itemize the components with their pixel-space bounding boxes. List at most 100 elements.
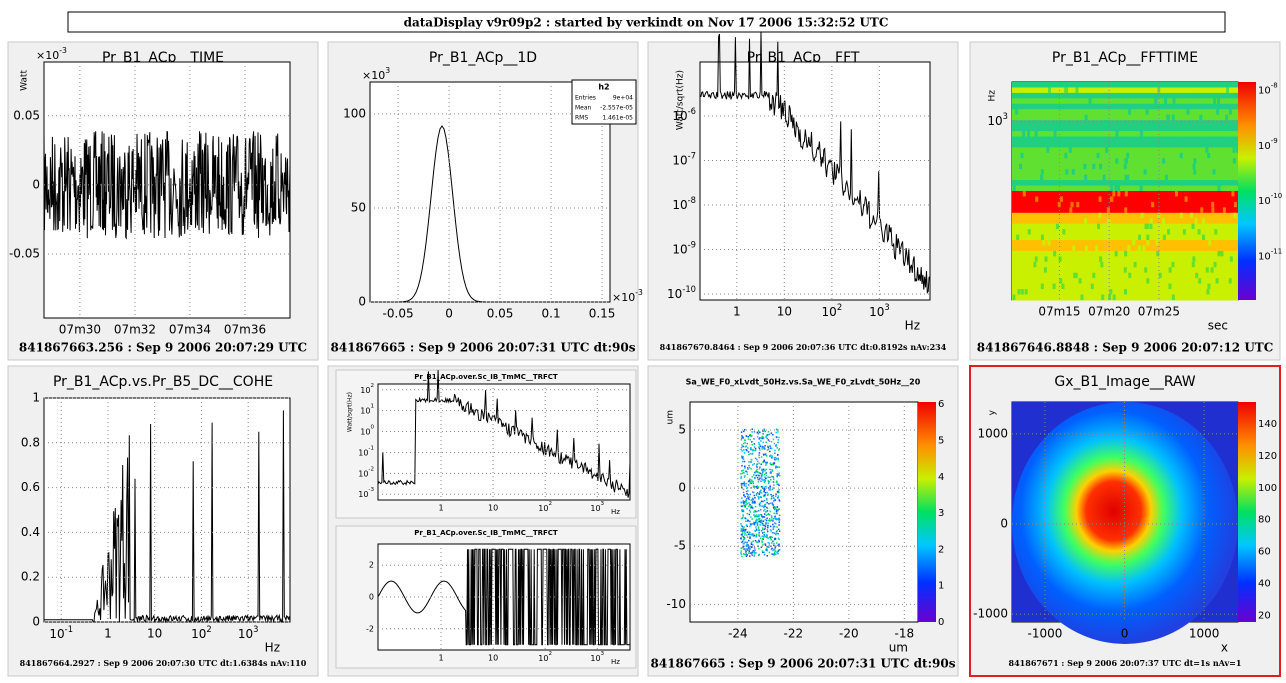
spectro-cell [1083,163,1087,170]
scatter-dot [752,523,754,525]
subplot-title: Pr_B1_ACp.over.Sc_IB_TmMC__TRFCT [414,373,558,381]
scatter-dot [750,507,752,509]
header-title: dataDisplay v9r09p2 : started by verkind… [404,16,889,30]
spectro-row [1012,103,1238,110]
scatter-dot [763,447,766,450]
y-tick-label: 0 [358,295,366,309]
x-tick-label-exp: -1 [65,624,73,634]
scatter-dot [763,459,765,462]
x-tick-label: -24 [728,627,748,641]
scatter-dot [756,487,759,489]
spectro-row [1012,82,1238,88]
scatter-dot [745,482,748,485]
y-tick-label-base: 10 [358,490,368,499]
x-tick-label: -1000 [1028,627,1063,641]
scatter-dot [772,504,774,506]
scatter-dot [770,432,773,434]
scatter-dot [763,446,766,449]
scatter-dot [775,493,777,495]
scatter-dot [752,498,754,501]
colorbar-tick-label: 1 [938,581,944,592]
spectro-cell [1043,267,1047,273]
x-tick-label-base: 10 [238,627,253,641]
scatter-dot [758,441,760,444]
scatter-dot [762,516,764,518]
scatter-dot [757,527,760,529]
y-tick-label: 10-8 [672,195,696,212]
scatter-dot [772,540,774,543]
scatter-dot [778,543,780,546]
scatter-dot [750,505,752,508]
scatter-dot [746,531,749,533]
stats-key: Mean [575,105,592,112]
scatter-dot [754,449,757,452]
spectro-cell [1211,201,1215,208]
spectro-cell [1124,174,1128,181]
scatter-dot [741,540,744,543]
scatter-dot [747,484,750,486]
scatter-dot [767,476,770,479]
scatter-dot [740,528,743,530]
scatter-dot [776,551,778,554]
scatter-dot [763,533,766,536]
x-tick-label: 07m25 [1138,305,1180,319]
x-tick-label: 07m32 [114,323,156,337]
spectro-cell [1140,212,1144,219]
scatter-dot [747,548,749,550]
scatter-dot [761,470,764,472]
x-axis-label: sec [1208,319,1228,333]
spectro-cell [1098,196,1102,202]
spectro-cell [1197,229,1201,235]
scatter-dot [741,456,744,459]
scatter-dot [743,504,745,506]
scatter-dot [741,517,744,520]
scatter-dot [761,540,763,542]
spectro-cell [1020,152,1024,159]
scatter-dot [741,435,743,437]
scatter-dot [758,456,761,459]
scatter-dot [758,533,760,535]
scatter-dot [740,485,743,487]
scatter-dot [745,445,747,447]
spectro-cell [1126,174,1130,181]
scatter-dot [778,484,780,487]
scatter-dot [766,491,768,494]
y-axis-label: Watt/sqrt(Hz) [676,70,686,130]
scatter-dot [746,554,748,556]
scatter-dot [748,505,750,507]
scatter-dot [778,524,780,526]
y-tick-label: -5 [674,539,686,553]
scatter-dot [775,444,777,446]
scatter-dot [774,547,777,549]
scatter-dot [762,430,764,432]
spectro-cell [1034,131,1038,137]
scatter-dot [760,521,762,524]
scatter-dot [743,526,745,528]
spectro-cell [1154,82,1158,88]
scatter-dot [757,526,760,528]
scatter-dot [750,479,753,482]
panel-footer: 841867665 : Sep 9 2006 20:07:31 UTC dt:9… [651,657,956,671]
subplot-title: Pr_B1_ACp.over.Sc_IB_TmMC__TRFCT [414,529,558,537]
x-multiplier-base: ×10 [612,291,635,304]
x-tick-label: 0.15 [589,307,616,321]
scatter-dot [752,521,755,524]
spectro-cell [1021,92,1025,99]
scatter-dot [759,445,762,447]
y-axis-label: Watt/sqrt(Hz) [347,392,354,432]
scatter-dot [760,496,762,499]
scatter-dot [740,439,743,441]
scatter-dot [741,450,743,452]
scatter-dot [753,550,756,553]
scatter-dot [767,482,770,485]
scatter-dot [761,516,764,519]
scatter-dot [740,486,743,489]
spectro-row [1012,240,1238,246]
scatter-dot [766,549,768,552]
scatter-dot [763,499,766,502]
spectro-cell [1071,169,1075,175]
scatter-dot [753,443,756,445]
scatter-dot [772,553,774,555]
y-tick-label: 0 [369,593,374,602]
